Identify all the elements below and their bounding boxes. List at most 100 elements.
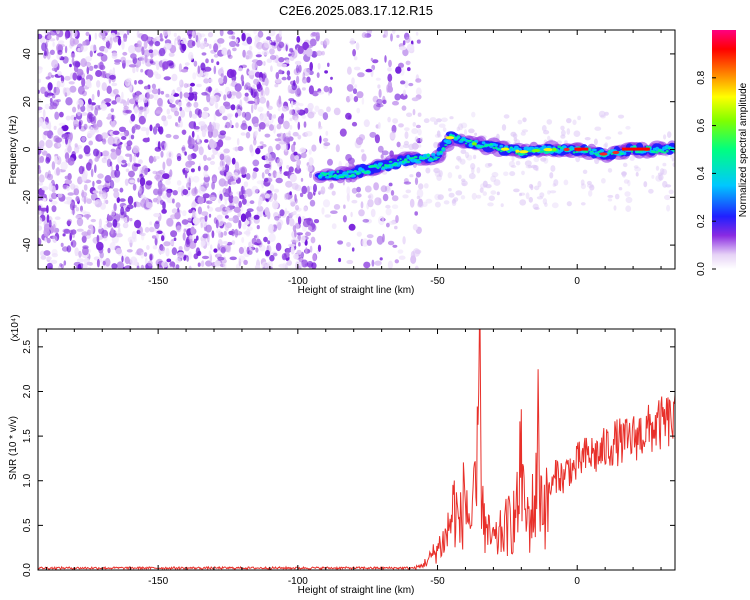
noise-speck: [78, 250, 82, 258]
noise-speck: [257, 30, 264, 38]
noise-speck: [68, 81, 75, 85]
noise-speck: [228, 230, 234, 236]
noise-speck: [286, 70, 291, 76]
noise-speck: [90, 105, 94, 111]
noise-speck: [126, 144, 132, 151]
noise-speck: [127, 81, 133, 91]
noise-speck: [206, 200, 213, 205]
noise-speck: [97, 89, 100, 98]
noise-speck: [64, 75, 71, 81]
noise-speck: [168, 62, 175, 69]
noise-speck: [203, 106, 209, 112]
noise-speck: [146, 245, 150, 250]
noise-speck: [295, 88, 302, 98]
signal-haze: [473, 154, 477, 160]
noise-speck: [301, 114, 307, 119]
noise-speck: [44, 91, 49, 98]
noise-speck: [297, 216, 302, 225]
noise-speck: [86, 198, 92, 204]
noise-speck: [300, 152, 307, 159]
noise-speck: [387, 67, 392, 72]
noise-speck: [145, 180, 153, 186]
noise-speck: [234, 146, 239, 152]
noise-speck: [361, 238, 369, 247]
noise-speck: [98, 31, 106, 39]
noise-speck: [191, 202, 197, 209]
signal-haze: [418, 183, 424, 190]
noise-speck: [382, 99, 387, 105]
signal-track-blob: [593, 152, 596, 155]
signal-haze: [614, 193, 620, 200]
noise-speck: [46, 205, 49, 214]
signal-track-blob: [494, 143, 499, 147]
y-tick-label: 2.5: [22, 339, 33, 353]
signal-track-layer: [312, 131, 675, 184]
noise-speck: [130, 134, 135, 140]
noise-speck: [275, 242, 282, 252]
noise-speck: [109, 37, 113, 46]
noise-speck: [64, 30, 68, 40]
noise-speck: [210, 244, 213, 250]
signal-haze: [419, 137, 423, 143]
noise-speck: [121, 255, 124, 263]
noise-speck: [382, 34, 386, 38]
noise-speck: [112, 67, 116, 75]
signal-track-blob: [515, 152, 518, 155]
signal-haze: [403, 140, 409, 146]
noise-speck: [188, 33, 192, 40]
noise-speck: [104, 257, 111, 267]
noise-speck: [398, 123, 404, 128]
noise-speck: [245, 82, 251, 89]
noise-speck: [208, 213, 212, 218]
noise-speck: [317, 244, 322, 252]
signal-track-blob: [394, 162, 398, 166]
signal-haze: [539, 192, 545, 198]
noise-speck: [41, 121, 49, 130]
noise-speck: [76, 74, 82, 81]
signal-haze: [534, 185, 540, 191]
noise-speck: [376, 235, 384, 245]
noise-speck: [128, 64, 137, 68]
noise-speck: [152, 38, 157, 42]
noise-speck: [144, 54, 148, 63]
noise-speck: [116, 196, 121, 203]
noise-speck: [93, 64, 98, 69]
noise-speck: [206, 157, 212, 161]
signal-track-blob: [397, 159, 400, 162]
noise-speck: [59, 111, 64, 118]
x-tick-label: -100: [288, 276, 308, 287]
signal-track-blob: [326, 172, 330, 175]
noise-speck: [51, 205, 57, 213]
noise-speck: [153, 213, 161, 218]
signal-track-blob: [512, 149, 515, 151]
noise-speck: [105, 199, 109, 205]
signal-haze: [582, 169, 588, 174]
noise-speck: [210, 58, 214, 64]
snr-y-ticks: 0.0 0.5 1.0 1.5 2.0 2.5: [22, 339, 675, 577]
noise-speck: [171, 208, 178, 214]
noise-speck: [231, 35, 236, 40]
noise-speck: [161, 235, 165, 242]
signal-track-blob: [434, 158, 438, 161]
noise-speck: [278, 30, 282, 38]
noise-speck: [51, 192, 58, 200]
noise-speck: [212, 177, 218, 183]
noise-speck: [128, 45, 136, 54]
noise-speck: [181, 129, 187, 135]
signal-haze: [470, 163, 476, 170]
noise-speck: [62, 233, 66, 237]
noise-speck: [298, 242, 301, 247]
signal-track-blob: [454, 136, 458, 140]
signal-haze: [621, 171, 627, 178]
noise-speck: [208, 250, 212, 257]
noise-speck: [346, 186, 351, 196]
noise-speck: [134, 106, 139, 114]
colorbar-tick-label: 0.8: [696, 70, 707, 84]
snr-frame: [37, 328, 676, 571]
noise-speck: [254, 96, 259, 106]
noise-speck: [289, 55, 295, 61]
noise-speck: [170, 230, 178, 238]
signal-haze: [533, 156, 540, 163]
noise-speck: [52, 99, 60, 107]
noise-speck: [77, 47, 81, 52]
